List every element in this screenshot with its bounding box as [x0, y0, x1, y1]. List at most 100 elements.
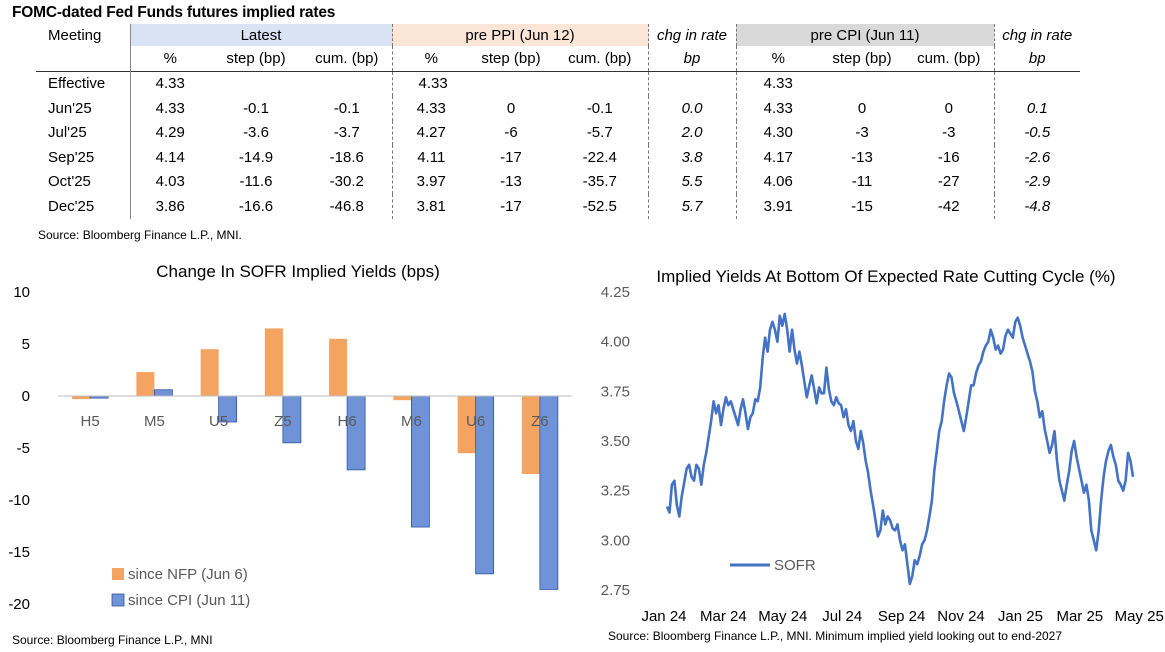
cell-c-pct: 4.33: [735, 96, 820, 121]
cell-l-step: -11.6: [239, 173, 273, 191]
table-group-header-row: Meeting Latest pre PPI (Jun 12) chg in r…: [36, 24, 1080, 46]
cell-p-step: -17: [500, 148, 522, 166]
line-chart-source: Source: Bloomberg Finance L.P., MNI. Min…: [608, 629, 1063, 643]
bar-legend-label: since CPI (Jun 11): [128, 592, 250, 609]
line-y-tick-label: 4.25: [601, 284, 630, 301]
line-x-tick-label: Sep 24: [878, 608, 926, 625]
cell-p-pct: 4.11: [391, 145, 470, 170]
cell-l-step: -16.6: [238, 197, 274, 215]
cell-p-pct: 4.33: [391, 96, 470, 121]
cell-p-cum: -0.1: [586, 99, 613, 117]
cell-c-pct: 4.30: [735, 120, 820, 145]
subheader-step: step (bp): [832, 49, 892, 67]
line-x-tick-label: Mar 24: [700, 608, 747, 625]
cell-chg1: 0.0: [647, 96, 736, 121]
bar-y-tick-label: -20: [8, 596, 30, 613]
table-row-effective: Effective 4.33 4.33 4.33: [36, 70, 1080, 96]
group-ppi-header: pre PPI (Jun 12): [391, 24, 648, 46]
table-row: Oct'25 4.03 -11.6 -30.2 3.97 -13 -35.7 5.5 4.06 -…: [36, 169, 1080, 194]
cell-chg2: -0.5: [993, 120, 1080, 145]
effective-cpi: 4.33: [735, 70, 820, 96]
subheader-pct: %: [735, 46, 820, 71]
subheader-bp: bp: [647, 46, 736, 71]
cell-l-pct: 4.33: [129, 96, 210, 121]
cell-chg2: -4.8: [993, 194, 1080, 219]
cell-l-step: -0.1: [243, 99, 269, 117]
table-row: Jul'25 4.29 -3.6 -3.7 4.27 -6 -5.7 2.0 4.30 -3 -3 -…: [36, 120, 1080, 145]
table-row: Sep'25 4.14 -14.9 -18.6 4.11 -17 -22.4 3.8 4.17 -…: [36, 145, 1080, 170]
bar-since-nfp: [200, 349, 219, 396]
bar-chart-title: Change In SOFR Implied Yields (bps): [156, 262, 439, 281]
bar-chart-source: Source: Bloomberg Finance L.P., MNI: [12, 633, 213, 647]
cell-c-step: -15: [851, 197, 873, 215]
bar-y-tick-label: -5: [17, 440, 30, 457]
line-legend-label: SOFR: [774, 557, 816, 574]
bar-since-cpi: [346, 395, 366, 471]
bar-x-tick-label: M5: [144, 413, 165, 430]
bar-y-tick-label: 10: [13, 284, 30, 301]
cell-chg1: 5.7: [647, 194, 736, 219]
group-chg2-header: chg in rate: [993, 24, 1080, 46]
subheader-step: step (bp): [481, 49, 541, 67]
implied-yields-line-chart: Implied Yields At Bottom Of Expected Rat…: [601, 267, 1164, 625]
cell-p-step: -13: [500, 173, 522, 191]
cell-c-cum: 0: [944, 99, 953, 117]
bar-y-tick-label: 5: [22, 336, 30, 353]
group-cpi-header: pre CPI (Jun 11): [735, 24, 994, 46]
rates-table: Meeting Latest pre PPI (Jun 12) chg in r…: [36, 24, 1080, 219]
cell-c-cum: -3: [942, 124, 956, 142]
effective-latest: 4.33: [129, 70, 210, 96]
cell-meeting: Dec'25: [48, 197, 95, 215]
sofr-line: [665, 312, 1135, 586]
cell-c-cum: -42: [937, 197, 960, 215]
group-chg1-header: chg in rate: [647, 24, 736, 46]
cell-meeting: Oct'25: [48, 173, 91, 191]
bar-x-tick-label: U6: [466, 413, 485, 430]
cell-p-pct: 3.97: [391, 169, 470, 194]
line-y-tick-label: 3.25: [601, 483, 630, 500]
cell-p-step: 0: [506, 99, 516, 117]
cell-c-step: -13: [851, 148, 873, 166]
cell-l-pct: 4.14: [129, 145, 210, 170]
line-x-tick-label: Mar 25: [1056, 608, 1103, 625]
cell-c-cum: -16: [937, 148, 960, 166]
bar-series: [72, 328, 559, 590]
bar-y-axis: 10 5 0 -5 -10 -15 -20: [8, 284, 30, 613]
line-y-tick-label: 3.75: [601, 383, 630, 400]
cell-meeting: Jun'25: [48, 99, 92, 117]
cell-l-step: -3.6: [243, 124, 269, 142]
cell-chg2: 0.1: [993, 96, 1080, 121]
bar-x-axis: H5 M5 U5 Z5 H6 M6 U6 Z6: [81, 413, 549, 430]
cell-p-pct: 3.81: [391, 194, 470, 219]
line-y-tick-label: 4.00: [601, 334, 630, 351]
cell-chg1: 3.8: [647, 145, 736, 170]
cell-c-step: 0: [857, 99, 867, 117]
cell-c-step: -11: [851, 173, 873, 191]
cell-p-pct: 4.27: [391, 120, 470, 145]
cell-c-pct: 4.17: [735, 145, 820, 170]
cell-c-pct: 3.91: [735, 194, 820, 219]
table-title: FOMC-dated Fed Funds futures implied rat…: [12, 4, 336, 21]
cell-p-step: -17: [500, 197, 522, 215]
group-latest-header: Latest: [129, 24, 392, 46]
subheader-cum: cum. (bp): [568, 49, 632, 67]
line-x-tick-label: Jan 25: [998, 608, 1043, 625]
cell-p-cum: -5.7: [586, 124, 613, 142]
effective-ppi: 4.33: [391, 70, 552, 96]
bar-since-nfp: [264, 328, 283, 396]
cell-l-cum: -30.2: [329, 173, 364, 191]
meeting-header: Meeting: [48, 26, 102, 44]
line-y-tick-label: 3.00: [601, 532, 630, 549]
table-row: Jun'25 4.33 -0.1 -0.1 4.33 0 -0.1 0.0 4.33 0 0 0.1: [36, 96, 1080, 121]
cell-l-cum: -3.7: [333, 124, 360, 142]
bar-y-tick-label: -15: [8, 544, 30, 561]
bar-x-tick-label: M6: [401, 413, 422, 430]
bar-since-nfp: [393, 396, 412, 401]
cell-chg2: -2.6: [993, 145, 1080, 170]
cell-c-cum: -27: [937, 173, 960, 191]
line-y-tick-label: 2.75: [601, 582, 630, 599]
bar-since-nfp: [136, 372, 155, 396]
bar-since-nfp: [72, 396, 91, 400]
bar-x-tick-label: Z6: [531, 413, 549, 430]
bar-legend-swatch: [112, 568, 124, 580]
